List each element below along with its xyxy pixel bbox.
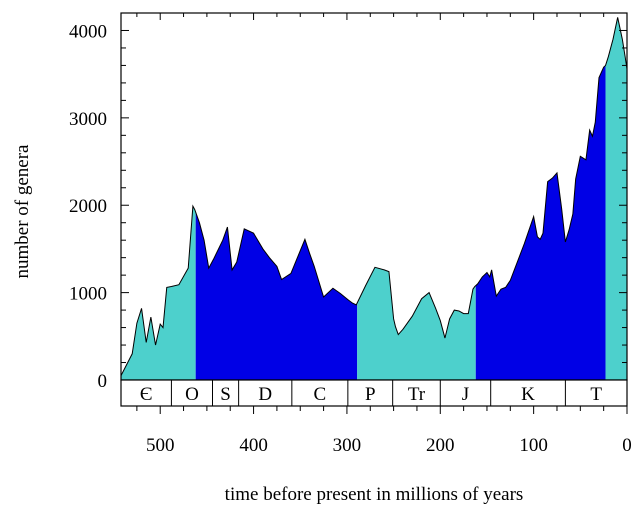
period-band-frame <box>120 379 628 407</box>
period-band: Є O S D C P Tr J K T <box>120 379 628 407</box>
area-segment-5 <box>605 17 627 381</box>
period-label-9: K <box>521 384 535 405</box>
period-label-3: S <box>220 384 231 405</box>
x-tick-label: 500 <box>146 435 175 456</box>
x-tick-label: 300 <box>333 435 362 456</box>
period-label-8: J <box>462 384 469 405</box>
y-tick-label: 2000 <box>69 196 107 217</box>
area-segment-3 <box>357 267 476 380</box>
y-tick-label: 0 <box>98 371 108 392</box>
y-tick-label: 3000 <box>69 109 107 130</box>
period-label-2: O <box>185 384 199 405</box>
period-label-7: Tr <box>408 384 426 405</box>
x-tick-label: 0 <box>622 435 632 456</box>
area-fills <box>121 17 627 381</box>
x-tick-label: 400 <box>239 435 268 456</box>
x-tick-label: 200 <box>426 435 455 456</box>
period-label-6: P <box>365 384 376 405</box>
period-label-5: C <box>314 384 327 405</box>
y-tick-label: 4000 <box>69 21 107 42</box>
area-segment-1 <box>121 206 196 380</box>
x-axis: 500 400 300 200 100 0 <box>136 13 632 456</box>
y-axis: 0 1000 2000 3000 4000 <box>69 12 627 392</box>
period-label-10: T <box>590 384 602 405</box>
genera-outline <box>120 17 628 376</box>
x-axis-title: time before present in millions of years <box>225 484 524 505</box>
period-label-1: Є <box>140 384 153 405</box>
area-segment-4 <box>475 65 606 381</box>
y-axis-title: number of genera <box>12 144 33 279</box>
period-label-4: D <box>258 384 272 405</box>
area-segment-2 <box>195 212 358 380</box>
x-tick-label: 100 <box>519 435 548 456</box>
y-tick-label: 1000 <box>69 284 107 305</box>
